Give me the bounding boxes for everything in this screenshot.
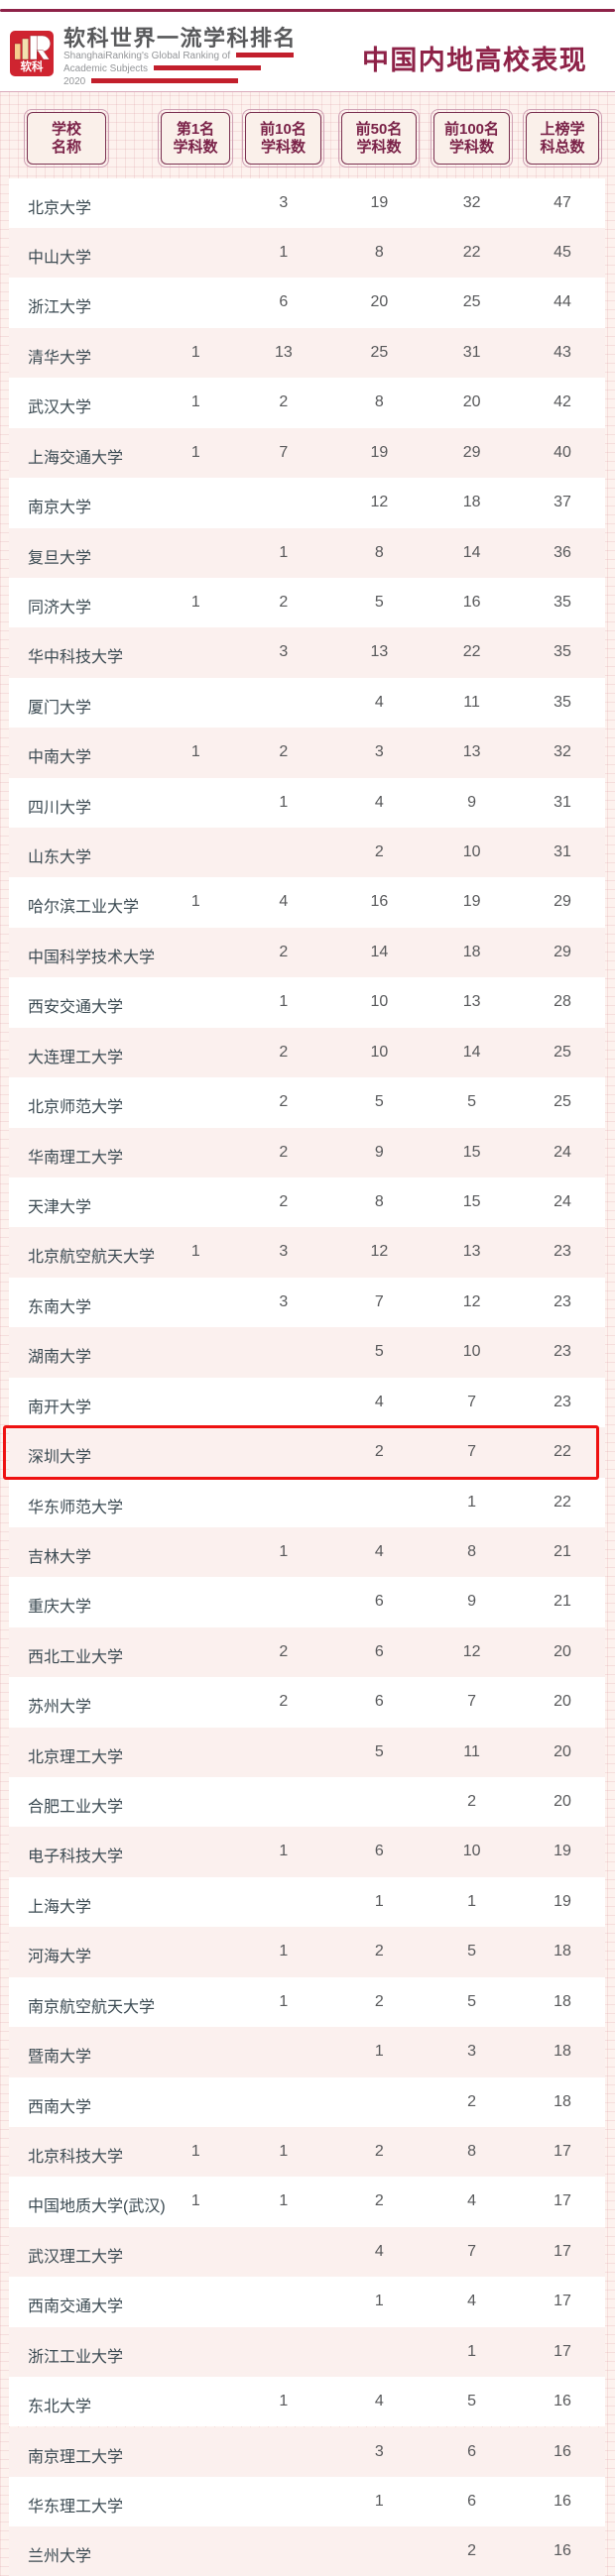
svg-text:软科: 软科 <box>21 59 44 73</box>
